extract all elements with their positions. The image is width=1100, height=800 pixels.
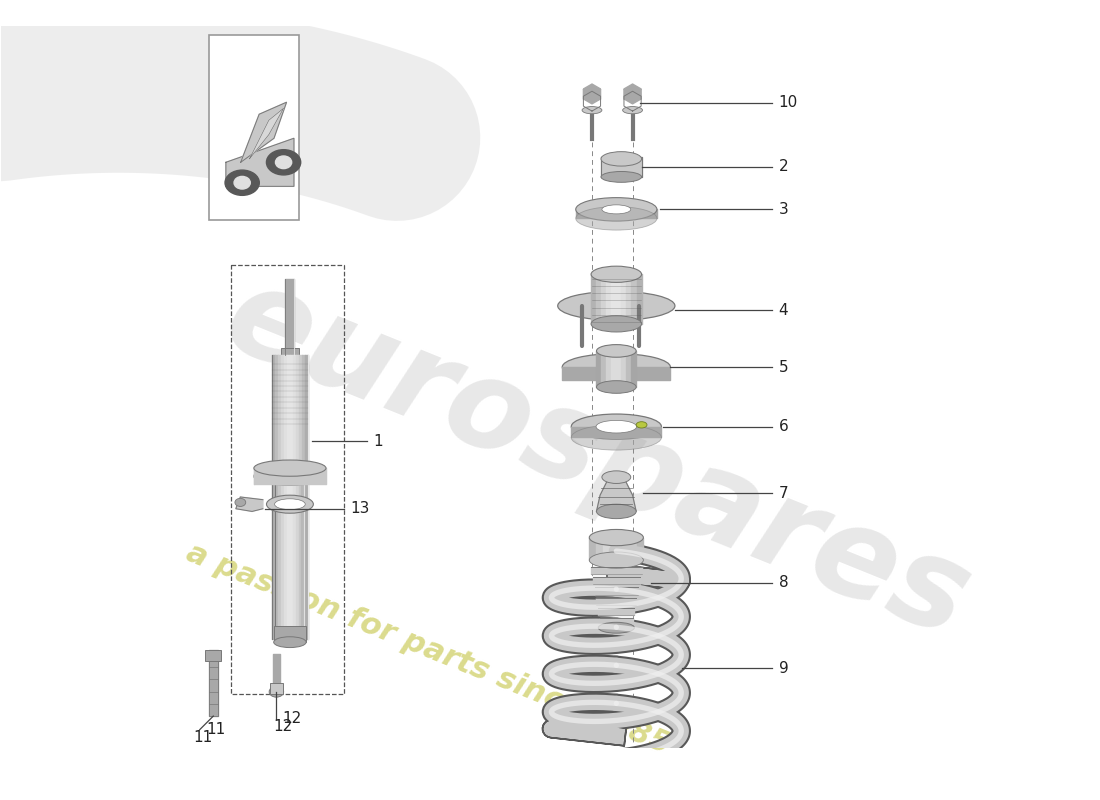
Text: 9: 9	[779, 661, 789, 676]
Bar	[206, 650, 221, 661]
Ellipse shape	[266, 150, 300, 175]
Ellipse shape	[234, 177, 251, 189]
Ellipse shape	[602, 471, 630, 483]
Polygon shape	[624, 84, 632, 101]
Bar	[280, 348, 299, 362]
Text: a passion for parts since 1985: a passion for parts since 1985	[182, 538, 674, 759]
Text: 6: 6	[779, 419, 789, 434]
Ellipse shape	[602, 205, 630, 214]
Polygon shape	[624, 99, 632, 104]
Text: 3: 3	[779, 202, 789, 217]
Polygon shape	[624, 89, 632, 101]
Ellipse shape	[590, 552, 644, 568]
Polygon shape	[632, 99, 641, 104]
Bar	[209, 35, 299, 220]
Polygon shape	[583, 99, 592, 104]
Ellipse shape	[596, 504, 636, 518]
Polygon shape	[226, 138, 294, 186]
Ellipse shape	[274, 637, 306, 647]
Polygon shape	[632, 89, 641, 101]
Text: 5: 5	[779, 360, 789, 374]
Ellipse shape	[590, 530, 644, 546]
Polygon shape	[241, 102, 286, 162]
Polygon shape	[601, 157, 641, 177]
Text: 11: 11	[206, 722, 225, 737]
Text: 1: 1	[373, 434, 383, 449]
Text: eurospares: eurospares	[209, 255, 987, 663]
Text: 13: 13	[350, 502, 370, 516]
Polygon shape	[583, 84, 592, 101]
Text: 8: 8	[779, 575, 789, 590]
Ellipse shape	[601, 152, 641, 166]
Ellipse shape	[254, 467, 326, 486]
Polygon shape	[592, 89, 601, 101]
Ellipse shape	[591, 266, 641, 282]
Text: 2: 2	[779, 159, 789, 174]
Ellipse shape	[571, 414, 661, 439]
Ellipse shape	[270, 686, 284, 697]
Text: 12: 12	[283, 711, 302, 726]
Ellipse shape	[601, 171, 641, 182]
Ellipse shape	[598, 622, 635, 633]
Polygon shape	[632, 84, 641, 101]
Ellipse shape	[266, 495, 314, 514]
Ellipse shape	[623, 106, 642, 114]
Polygon shape	[592, 99, 601, 104]
Polygon shape	[250, 108, 284, 158]
Ellipse shape	[575, 206, 657, 230]
Ellipse shape	[562, 354, 670, 381]
Polygon shape	[235, 497, 263, 511]
Text: 10: 10	[779, 95, 798, 110]
Bar	[271, 682, 283, 694]
Ellipse shape	[254, 460, 326, 476]
Polygon shape	[583, 89, 592, 101]
Text: 12: 12	[273, 719, 293, 734]
Ellipse shape	[596, 420, 637, 433]
Bar	[231, 266, 344, 694]
Text: 7: 7	[779, 486, 789, 501]
Polygon shape	[596, 477, 636, 511]
Polygon shape	[592, 84, 601, 101]
Ellipse shape	[596, 381, 636, 394]
Ellipse shape	[582, 106, 602, 114]
Ellipse shape	[591, 316, 641, 332]
Ellipse shape	[558, 291, 675, 320]
Ellipse shape	[571, 425, 661, 450]
Ellipse shape	[575, 198, 657, 221]
Text: 11: 11	[192, 730, 212, 745]
Ellipse shape	[596, 345, 636, 358]
Ellipse shape	[636, 422, 647, 428]
Ellipse shape	[235, 498, 245, 506]
Ellipse shape	[275, 156, 292, 169]
Ellipse shape	[275, 498, 306, 510]
Text: 4: 4	[779, 303, 789, 318]
Bar	[274, 626, 306, 642]
Ellipse shape	[226, 170, 260, 195]
